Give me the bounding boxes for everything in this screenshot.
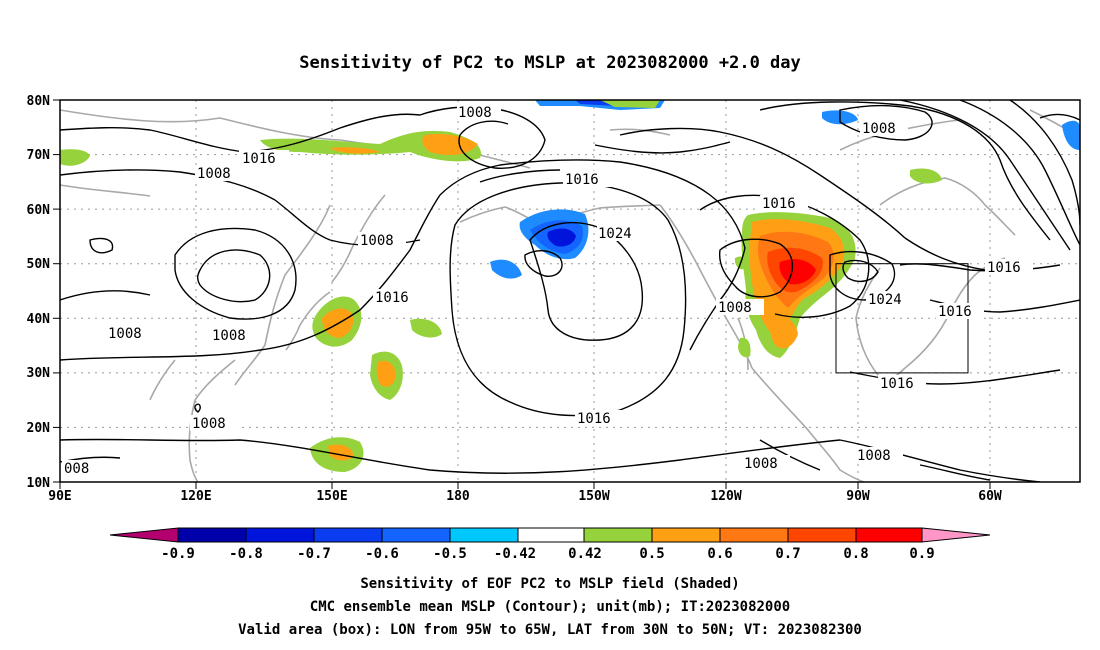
lon-label: 90W bbox=[846, 489, 870, 504]
caption-shading: Sensitivity of EOF PC2 to MSLP field (Sh… bbox=[360, 576, 739, 592]
colorbar-label: 0.7 bbox=[775, 546, 800, 562]
contour-label: 1016 bbox=[375, 290, 409, 306]
colorbar-bin bbox=[719, 527, 789, 543]
colorbar-bin bbox=[177, 527, 247, 543]
contour-label: 1008 bbox=[360, 233, 394, 249]
colorbar-bin bbox=[651, 527, 721, 543]
contour-label: 008 bbox=[64, 461, 89, 477]
contour-label: 1016 bbox=[577, 411, 611, 427]
lat-label: 30N bbox=[27, 366, 51, 381]
lon-label: 90E bbox=[48, 489, 71, 504]
contour-label: 1008 bbox=[197, 166, 231, 182]
colorbar-bin bbox=[855, 527, 923, 543]
colorbar-label: -0.42 bbox=[494, 546, 536, 562]
lat-label: 60N bbox=[27, 203, 51, 218]
contour-label: 1016 bbox=[565, 172, 599, 188]
sensitivity-shading bbox=[60, 100, 1080, 472]
contour-label: 1016 bbox=[762, 196, 796, 212]
colorbar-bin bbox=[787, 527, 857, 543]
colorbar-label: -0.8 bbox=[229, 546, 263, 562]
lat-label: 10N bbox=[27, 476, 51, 491]
contour-label: 1008 bbox=[212, 328, 246, 344]
map-frame bbox=[59, 99, 1081, 483]
contour-label: 1008 bbox=[718, 300, 752, 316]
lat-label: 80N bbox=[27, 94, 51, 109]
colorbar-bin bbox=[381, 527, 451, 543]
lon-label: 180 bbox=[446, 489, 470, 504]
lat-label: 40N bbox=[27, 312, 51, 327]
contour-label: 1016 bbox=[242, 151, 276, 167]
colorbar-low-triangle bbox=[109, 527, 179, 543]
lat-label: 50N bbox=[27, 257, 51, 272]
caption-valid-area: Valid area (box): LON from 95W to 65W, L… bbox=[238, 622, 862, 638]
contour-label: 1008 bbox=[192, 416, 226, 432]
captions: Sensitivity of EOF PC2 to MSLP field (Sh… bbox=[238, 576, 862, 638]
mslp-contours bbox=[60, 100, 1080, 482]
contour-label: 1016 bbox=[880, 376, 914, 392]
colorbar-label: -0.9 bbox=[161, 546, 195, 562]
figure-title: Sensitivity of PC2 to MSLP at 2023082000… bbox=[299, 53, 801, 73]
longitude-axis bbox=[59, 482, 991, 489]
latitude-axis bbox=[53, 99, 60, 483]
colorbar-bin bbox=[583, 527, 653, 543]
colorbar-label: 0.9 bbox=[909, 546, 934, 562]
lon-label: 120W bbox=[710, 489, 741, 504]
contour-label: 1016 bbox=[938, 304, 972, 320]
colorbar-label: -0.7 bbox=[297, 546, 331, 562]
colorbar-label: 0.6 bbox=[707, 546, 732, 562]
colorbar-label: 0.42 bbox=[568, 546, 602, 562]
lon-label: 60W bbox=[978, 489, 1002, 504]
lon-label: 150E bbox=[316, 489, 347, 504]
coastlines bbox=[60, 109, 1080, 482]
colorbar-label: 0.5 bbox=[639, 546, 664, 562]
contour-labels: 1008 1016 1008 1016 1024 1016 1008 1016 … bbox=[62, 104, 1033, 477]
colorbar-label: -0.5 bbox=[433, 546, 467, 562]
lat-label: 70N bbox=[27, 148, 51, 163]
contour-label: 1008 bbox=[744, 456, 778, 472]
colorbar-high-triangle bbox=[921, 527, 991, 543]
contour-label: 1024 bbox=[598, 226, 632, 242]
colorbar-bin bbox=[313, 527, 383, 543]
colorbar: -0.9 -0.8 -0.7 -0.6 -0.5 -0.42 0.42 0.5 … bbox=[109, 527, 991, 562]
colorbar-label: 0.8 bbox=[843, 546, 868, 562]
contour-label: 1008 bbox=[857, 448, 891, 464]
colorbar-label: -0.6 bbox=[365, 546, 399, 562]
lat-label: 20N bbox=[27, 421, 51, 436]
colorbar-bin bbox=[449, 527, 519, 543]
contour-label: 1008 bbox=[862, 121, 896, 137]
colorbar-bin bbox=[245, 527, 315, 543]
lon-label: 120E bbox=[180, 489, 211, 504]
caption-contour: CMC ensemble mean MSLP (Contour); unit(m… bbox=[310, 599, 790, 615]
contour-label: 1008 bbox=[108, 326, 142, 342]
map-panel: 1008 1016 1008 1016 1024 1016 1008 1016 … bbox=[27, 94, 1081, 504]
contour-label: 1024 bbox=[868, 292, 902, 308]
contour-label: 1008 bbox=[458, 105, 492, 121]
colorbar-bin bbox=[517, 527, 585, 543]
contour-label: 1016 bbox=[987, 260, 1021, 276]
lon-label: 150W bbox=[578, 489, 609, 504]
